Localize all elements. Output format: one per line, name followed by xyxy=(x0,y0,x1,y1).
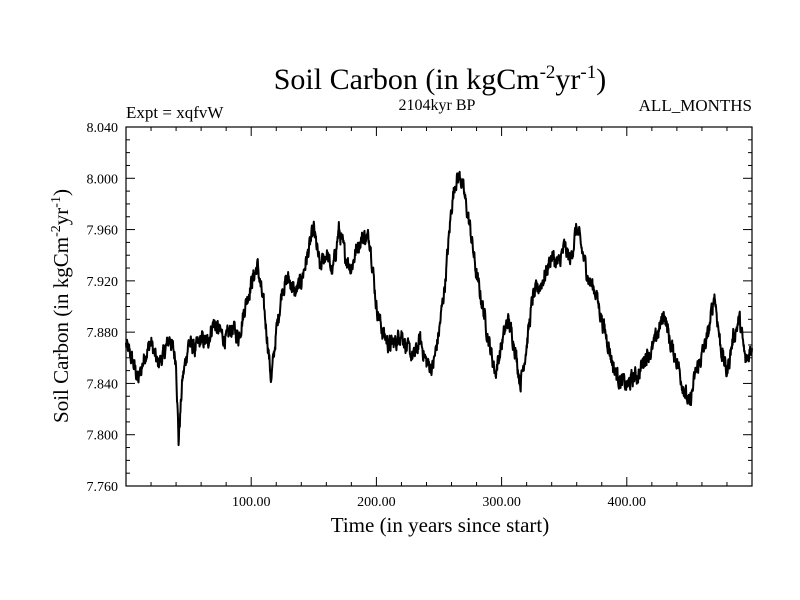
y-axis-ticks xyxy=(126,126,752,487)
x-axis-label: Time (in years since start) xyxy=(331,513,550,537)
x-tick-label: 300.00 xyxy=(482,495,521,510)
subtitle-period: 2104kyr BP xyxy=(399,97,476,114)
y-tick-label: 8.040 xyxy=(87,121,119,136)
y-tick-label: 7.960 xyxy=(87,224,119,239)
y-tick-label: 7.840 xyxy=(87,377,119,392)
y-tick-label: 7.760 xyxy=(87,480,119,495)
y-axis-tick-labels: 7.760 7.800 7.840 7.880 7.920 7.960 8.000 8.040 xyxy=(87,121,119,495)
soil-carbon-series-line xyxy=(125,170,753,447)
chart-title: Soil Carbon (in kgCm-2yr-1) xyxy=(274,62,607,96)
y-tick-label: 7.920 xyxy=(87,275,119,290)
y-tick-label: 7.880 xyxy=(87,326,119,341)
x-axis-ticks xyxy=(150,127,728,486)
subtitle-months: ALL_MONTHS xyxy=(639,96,752,115)
x-tick-label: 400.00 xyxy=(608,495,647,510)
subtitle-experiment: Expt = xqfvW xyxy=(126,103,224,122)
plot-frame xyxy=(125,126,753,487)
x-axis-tick-labels: 100.00 200.00 300.00 400.00 xyxy=(232,495,646,510)
y-axis-label: Soil Carbon (in kgCm-2yr-1) xyxy=(49,189,73,423)
y-tick-label: 8.000 xyxy=(87,172,119,187)
x-tick-label: 100.00 xyxy=(232,495,271,510)
y-tick-label: 7.800 xyxy=(87,429,119,444)
x-tick-label: 200.00 xyxy=(357,495,396,510)
